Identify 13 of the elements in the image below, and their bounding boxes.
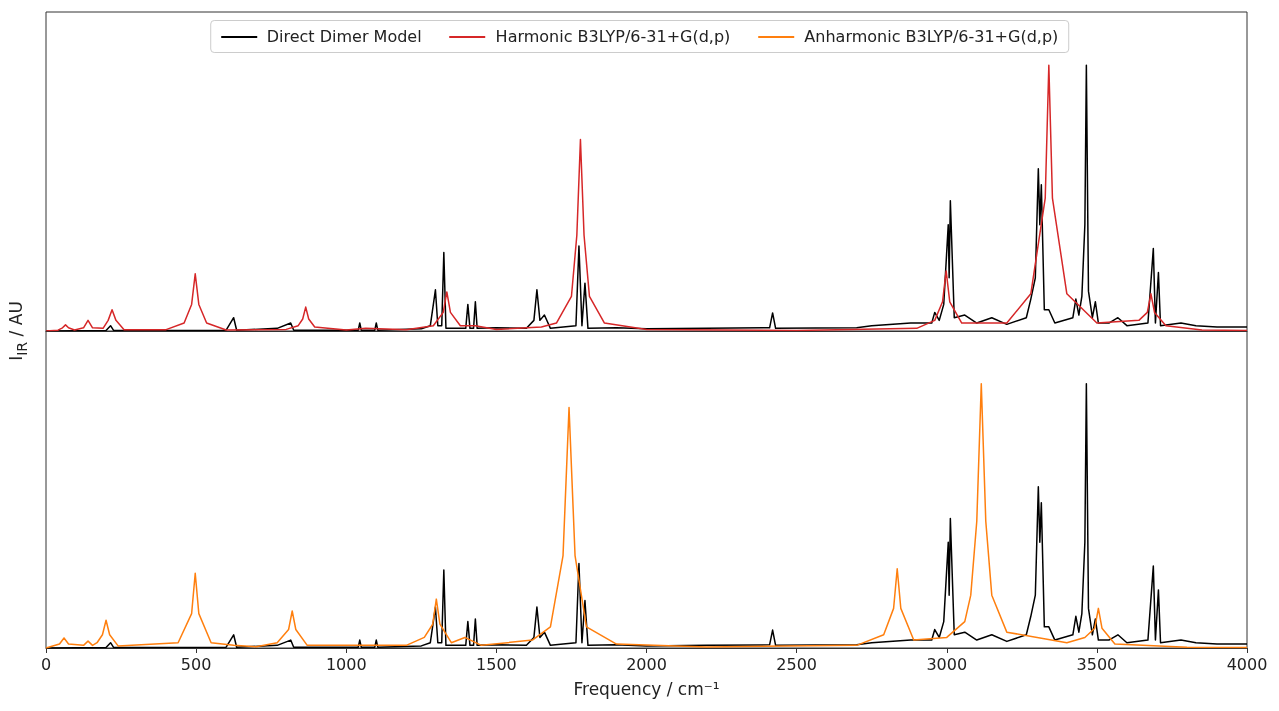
x-tick-label: 3500 bbox=[1076, 654, 1118, 674]
x-axis-title: Frequency / cm⁻¹ bbox=[573, 678, 720, 699]
x-tick-label: 1500 bbox=[476, 654, 517, 674]
x-tick-label: 1000 bbox=[325, 654, 367, 674]
x-tick-label: 2500 bbox=[776, 654, 817, 674]
text: Anharmonic B3LYP/6-31+G(d,p) bbox=[804, 27, 1059, 46]
x-tick-label: 3000 bbox=[926, 654, 968, 674]
x-tick-label: 2000 bbox=[626, 654, 667, 674]
x-tick-label: 4000 bbox=[1226, 654, 1268, 674]
legend-label: Direct Dimer Model bbox=[266, 27, 422, 46]
legend-label: Harmonic B3LYP/6-31+G(d,p) bbox=[495, 27, 731, 46]
x-tick-label: 500 bbox=[180, 654, 212, 674]
x-tick-label: 0 bbox=[40, 654, 52, 674]
